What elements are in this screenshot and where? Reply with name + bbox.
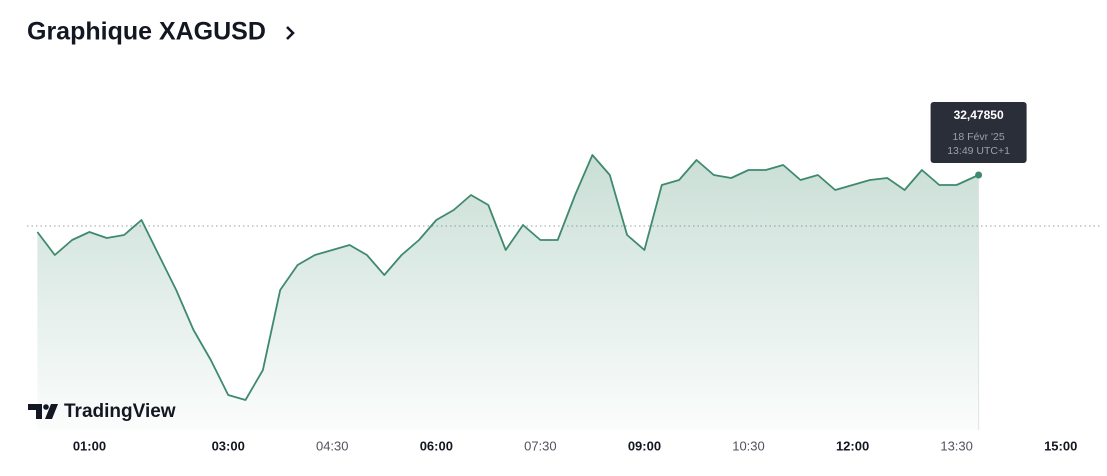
x-tick-label: 15:00: [1044, 438, 1077, 453]
tooltip-value: 32,47850: [954, 108, 1004, 122]
tooltip-time: 13:49 UTC+1: [947, 145, 1010, 157]
tooltip-date: 18 Févr '25: [952, 131, 1004, 143]
x-tick-label: 06:00: [420, 438, 453, 453]
x-tick-label: 07:30: [524, 438, 557, 453]
logo-icon: [28, 404, 58, 419]
x-tick-label: 13:30: [940, 438, 973, 453]
logo-icon-dot: [43, 404, 49, 410]
x-tick-label: 01:00: [73, 438, 106, 453]
logo-text: TradingView: [64, 401, 176, 422]
plot: 32,47850 18 Févr '25 13:49 UTC+1 01:00 03:00…: [27, 102, 1100, 453]
tooltip-box: [930, 102, 1027, 163]
last-point: [975, 171, 983, 179]
chart-title[interactable]: Graphique XAGUSD: [27, 18, 266, 46]
x-tick-label: 09:00: [628, 438, 661, 453]
x-tick-label: 12:00: [836, 438, 869, 453]
area-fill: [37, 155, 979, 430]
price-line: [36, 154, 979, 401]
x-tick-label: 03:00: [212, 438, 245, 453]
title-chevron[interactable]: [286, 26, 295, 40]
logo[interactable]: TradingView: [28, 401, 176, 422]
x-tick-label: 04:30: [316, 438, 349, 453]
x-tick-label: 10:30: [732, 438, 765, 453]
